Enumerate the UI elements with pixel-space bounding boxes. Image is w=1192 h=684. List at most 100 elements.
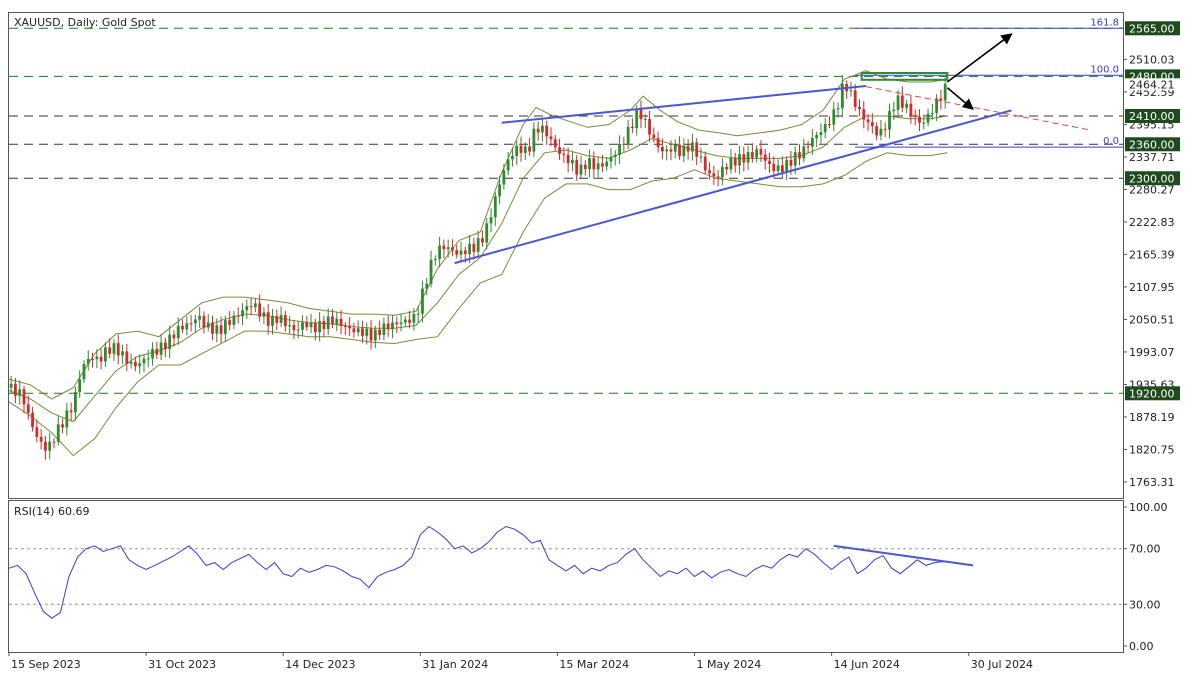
candle-body xyxy=(181,326,184,330)
candle-body xyxy=(202,315,206,328)
candle-body xyxy=(926,113,930,123)
candle-body xyxy=(463,250,467,255)
candle-body xyxy=(425,283,429,289)
candle-body xyxy=(301,322,304,330)
triangle-trendlines xyxy=(454,85,1091,265)
rsi-line xyxy=(8,525,948,619)
candle-body xyxy=(939,98,943,101)
candle-body xyxy=(159,342,163,355)
candle-body xyxy=(352,328,356,333)
candle-body xyxy=(498,184,501,197)
candle-body xyxy=(326,316,330,330)
candle-body xyxy=(652,134,656,139)
candle-body xyxy=(823,124,827,133)
candle-body xyxy=(421,288,424,314)
candle-body xyxy=(918,116,921,123)
fib-label-1: 100.0 xyxy=(1090,64,1119,75)
level-badge-label-4: 2300.00 xyxy=(1129,172,1175,185)
candle-body xyxy=(335,318,339,325)
candle-body xyxy=(866,119,870,123)
candle-body xyxy=(279,315,283,323)
level-badge-5 xyxy=(1125,386,1180,401)
candle-body xyxy=(318,321,322,333)
candle-body xyxy=(189,323,193,325)
candle-body xyxy=(271,316,274,326)
price-tick-label-3: 2337.71 xyxy=(1129,151,1175,164)
level-badge-label-2: 2410.00 xyxy=(1129,110,1175,123)
candle-body xyxy=(562,153,566,155)
candle-body xyxy=(669,149,673,152)
rsi-tick-label-0: 100.00 xyxy=(1129,501,1168,514)
candlesticks xyxy=(9,75,947,460)
candle-body xyxy=(802,146,806,159)
candle-body xyxy=(785,159,789,173)
fib-label-0: 161.8 xyxy=(1090,17,1119,28)
current-price-label: 2464.21 xyxy=(1129,78,1175,91)
candle-body xyxy=(275,316,279,323)
candle-body xyxy=(168,334,172,350)
candle-body xyxy=(601,163,604,167)
candle-body xyxy=(245,306,249,311)
rsi-panel-frame xyxy=(8,500,1124,653)
candle-body xyxy=(215,325,219,334)
candle-body xyxy=(682,145,686,157)
time-axis: 15 Sep 2023 31 Oct 2023 14 Dec 2023 31 Jan … xyxy=(8,652,1033,671)
candle-body xyxy=(742,154,746,163)
candle-body xyxy=(129,361,133,364)
price-tick-label-13: 1763.31 xyxy=(1129,476,1175,489)
candle-body xyxy=(541,125,544,133)
candle-body xyxy=(82,364,86,380)
candle-body xyxy=(793,152,797,166)
candle-body xyxy=(472,243,476,252)
candle-body xyxy=(596,163,600,170)
candle-body xyxy=(519,145,523,153)
candle-body xyxy=(142,358,146,364)
candle-body xyxy=(489,217,493,224)
candle-body xyxy=(815,135,819,139)
candle-body xyxy=(459,250,463,255)
candle-body xyxy=(151,348,154,359)
price-panel-frame xyxy=(8,12,1124,499)
x-tick-label-5: 1 May 2024 xyxy=(697,658,762,671)
candle-body xyxy=(836,108,840,110)
candle-body xyxy=(909,103,913,116)
candle-body xyxy=(22,389,26,405)
candle-body xyxy=(305,322,309,328)
candle-body xyxy=(356,328,360,333)
rsi-tick-label-3: 0.00 xyxy=(1129,640,1154,653)
price-tick-label-12: 1820.75 xyxy=(1129,443,1175,456)
candle-body xyxy=(768,160,771,164)
arrow-up xyxy=(946,33,1013,83)
candle-body xyxy=(116,343,120,356)
candle-body xyxy=(511,156,514,160)
candle-body xyxy=(622,143,626,145)
x-tick-label-4: 15 Mar 2024 xyxy=(559,658,629,671)
candle-body xyxy=(605,161,609,167)
candle-body xyxy=(322,321,326,330)
candle-body xyxy=(780,165,784,173)
candle-body xyxy=(331,316,334,325)
candle-body xyxy=(78,379,82,393)
candle-body xyxy=(673,144,677,152)
triangle-upper-line xyxy=(501,85,867,124)
candle-body xyxy=(185,323,189,330)
candle-body xyxy=(361,328,364,336)
candle-body xyxy=(849,90,853,92)
candle-body xyxy=(678,144,681,157)
level-badge-label-3: 2360.00 xyxy=(1129,138,1175,151)
candle-body xyxy=(211,322,214,334)
candle-body xyxy=(858,106,861,110)
candle-body xyxy=(48,441,52,451)
candle-body xyxy=(733,158,737,166)
candle-body xyxy=(223,320,227,334)
price-tick-label-5: 2222.83 xyxy=(1129,216,1175,229)
candle-body xyxy=(219,325,223,334)
candle-body xyxy=(133,361,137,367)
x-tick-label-7: 30 Jul 2024 xyxy=(971,658,1033,671)
candle-body xyxy=(403,319,407,323)
projection-dashed-line xyxy=(865,86,1091,131)
candle-body xyxy=(913,115,917,117)
candle-body xyxy=(249,306,253,308)
candle-body xyxy=(373,329,377,341)
candle-body xyxy=(258,303,262,317)
